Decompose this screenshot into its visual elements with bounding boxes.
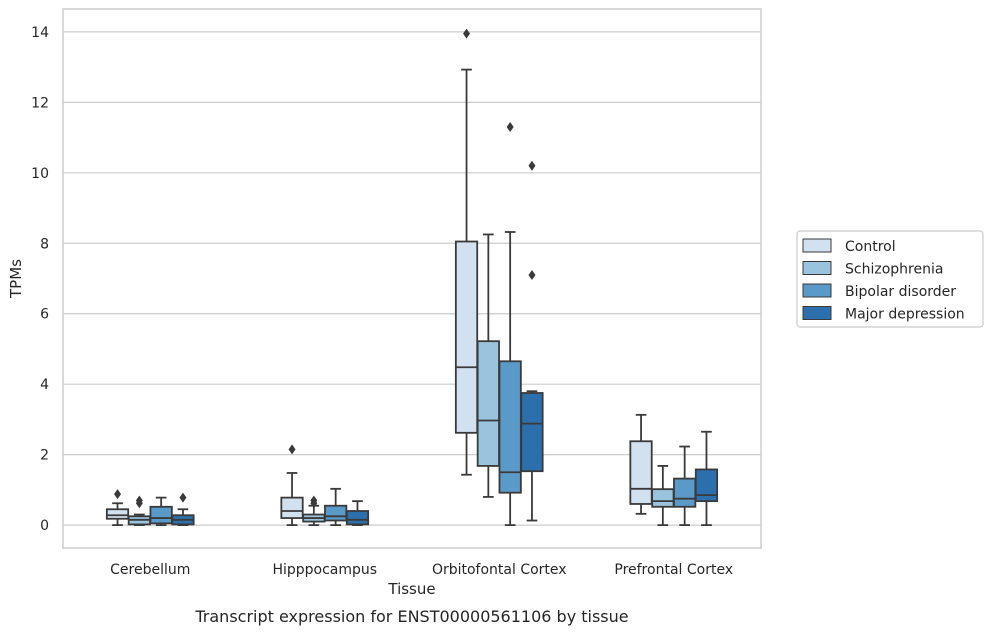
- flier-0: [179, 492, 187, 503]
- y-tick-label-0: 0: [40, 518, 49, 534]
- x-tick-label-0: Cerebellum: [110, 562, 190, 578]
- box-2-1: [324, 487, 348, 527]
- box-rect: [454, 240, 479, 434]
- flier-0: [114, 489, 122, 500]
- gridlines: [63, 31, 761, 526]
- box-1-2: [476, 233, 500, 498]
- box-1-1: [302, 495, 326, 527]
- x-axis-label: Tissue: [387, 580, 435, 598]
- legend-label-2: Bipolar disorder: [845, 284, 956, 300]
- flier-0: [463, 28, 471, 39]
- box-1-0: [127, 495, 151, 527]
- legend-swatch-1: [802, 261, 832, 275]
- box-rect: [694, 468, 719, 503]
- box-rect: [105, 508, 130, 520]
- box-2-0: [149, 496, 173, 527]
- x-tick-label-2: Orbitofontal Cortex: [432, 562, 567, 578]
- y-tick-label-6: 12: [31, 95, 49, 111]
- box-rect: [651, 488, 675, 508]
- box-2-3: [673, 445, 697, 527]
- box-0-1: [280, 444, 304, 527]
- box-groups: [105, 28, 719, 527]
- y-tick-label-1: 2: [40, 448, 49, 464]
- legend-label-0: Control: [845, 239, 896, 255]
- box-3-1: [345, 500, 370, 527]
- chart-caption: Transcript expression for ENST0000056110…: [194, 607, 628, 626]
- box-0-3: [629, 413, 653, 515]
- x-tick-label-1: Hipppocampus: [272, 562, 377, 578]
- flier-1: [528, 160, 536, 171]
- flier-0: [506, 122, 514, 133]
- x-tick-label-3: Prefrontal Cortex: [614, 562, 733, 578]
- box-2-2: [498, 122, 522, 527]
- y-tick-label-4: 8: [40, 236, 49, 252]
- x-axis-ticks: Cerebellum Hipppocampus Orbitofontal Corte…: [110, 562, 733, 578]
- box-rect: [476, 340, 500, 467]
- y-tick-label-2: 4: [40, 377, 49, 393]
- flier-0: [528, 269, 536, 280]
- legend-frame: [796, 230, 984, 328]
- legend-label-3: Major depression: [845, 307, 965, 323]
- plot-area: [62, 8, 762, 549]
- box-rect: [149, 505, 173, 525]
- box-rect: [324, 504, 348, 522]
- legend-swatch-0: [802, 238, 832, 253]
- box-rect: [520, 392, 544, 473]
- y-axis-label: TPMs: [7, 259, 25, 299]
- y-axis-ticks: 0 2 4 6 8 10 12 14: [31, 25, 49, 534]
- legend: Control Schizophrenia Bipolar disorder Majo…: [796, 230, 984, 328]
- y-tick-label-3: 6: [40, 307, 49, 323]
- legend-swatch-3: [802, 306, 832, 320]
- box-3-2: [520, 160, 544, 522]
- flier-1: [310, 495, 318, 506]
- box-rect: [345, 510, 370, 526]
- box-0-2: [454, 28, 479, 476]
- box-rect: [280, 496, 304, 519]
- flier-1: [135, 495, 143, 506]
- box-0-0: [105, 489, 130, 527]
- box-rect: [629, 440, 653, 505]
- y-tick-label-7: 14: [31, 25, 49, 41]
- flier-0: [288, 444, 296, 455]
- box-rect: [673, 477, 697, 508]
- box-3-3: [694, 430, 719, 527]
- box-3-0: [171, 492, 195, 527]
- y-tick-label-5: 10: [31, 166, 49, 182]
- legend-label-1: Schizophrenia: [845, 262, 943, 278]
- legend-swatch-2: [802, 283, 832, 298]
